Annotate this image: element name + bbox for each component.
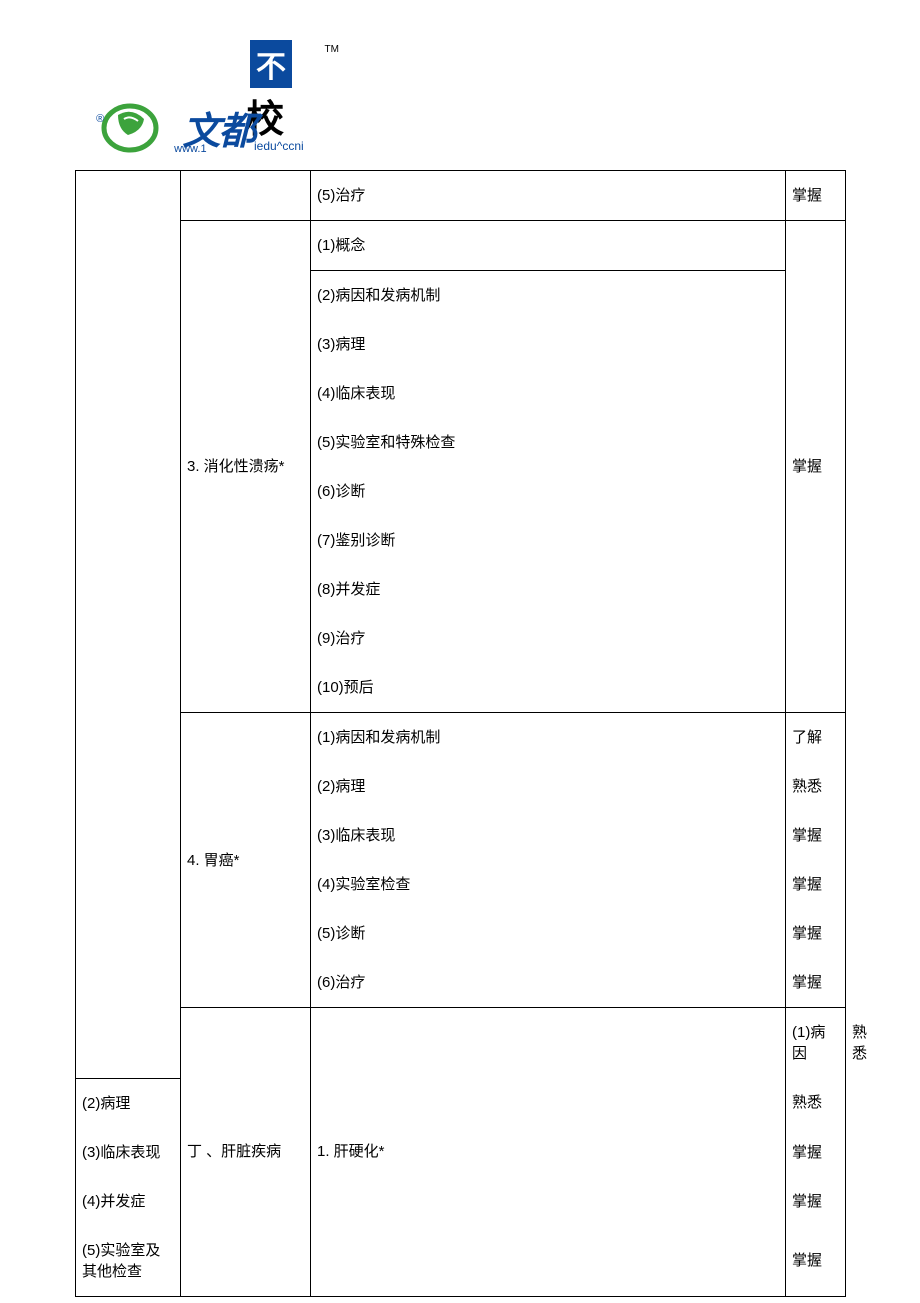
cell-detail: (5)诊断: [311, 909, 786, 958]
cell-topic: [181, 171, 311, 221]
page: 不校 TM iedu^ccni ® 文都 www.1: [0, 10, 920, 1297]
cell-detail: (4)并发症: [76, 1177, 181, 1226]
cell-level: 了解: [786, 713, 846, 763]
table-row: (5)治疗 掌握: [76, 171, 846, 221]
cell-level: 熟悉: [786, 1078, 846, 1128]
table-row: 丁 、肝脏疾病 1. 肝硬化* (1)病因 熟悉: [76, 1008, 846, 1079]
cell-detail: (3)临床表现: [76, 1128, 181, 1177]
cell-detail: (3)病理: [311, 320, 786, 369]
cell-detail: (2)病理: [311, 762, 786, 811]
cell-detail: (4)实验室检查: [311, 860, 786, 909]
cell-level: 熟悉: [786, 762, 846, 811]
cell-detail: (1)病因: [786, 1008, 846, 1079]
cell-topic: 1. 肝硬化*: [311, 1008, 786, 1297]
table-row: 4. 胃癌* (1)病因和发病机制 了解: [76, 713, 846, 763]
cell-level: 掌握: [786, 171, 846, 221]
cell-detail: (5)实验室及其他检查: [76, 1226, 181, 1297]
logo-area: 不校 TM iedu^ccni ® 文都 www.1: [0, 10, 920, 170]
leaf-icon: [100, 101, 160, 155]
cell-detail: (1)概念: [311, 221, 786, 271]
cell-detail: (5)实验室和特殊检查: [311, 418, 786, 467]
cell-section: [76, 171, 181, 1079]
cell-detail: (7)鉴别诊断: [311, 516, 786, 565]
cell-detail: (4)临床表现: [311, 369, 786, 418]
cell-detail: (10)预后: [311, 663, 786, 713]
cell-detail: (9)治疗: [311, 614, 786, 663]
cell-level: 掌握: [786, 909, 846, 958]
table-row: 3. 消化性溃疡* (1)概念 掌握: [76, 221, 846, 271]
logo-wangxiao: 不校 TM iedu^ccni: [250, 40, 325, 100]
logo-wendu: ® 文都 www.1: [100, 100, 254, 155]
logo-wendu-text: ® 文都 www.1: [170, 100, 254, 155]
logo-sub-text: iedu^ccni: [254, 139, 325, 153]
cell-topic: 4. 胃癌*: [181, 713, 311, 1008]
cell-level: 掌握: [786, 221, 846, 713]
cell-level: 掌握: [786, 1226, 846, 1297]
cell-detail: (2)病理: [76, 1078, 181, 1128]
syllabus-table: (5)治疗 掌握 3. 消化性溃疡* (1)概念 掌握 (2)病因和发病机制 (…: [75, 170, 846, 1297]
cell-detail: (1)病因和发病机制: [311, 713, 786, 763]
cell-level: 掌握: [786, 958, 846, 1008]
cell-detail: (2)病因和发病机制: [311, 271, 786, 321]
cell-detail: (5)治疗: [311, 171, 786, 221]
cell-level: 掌握: [786, 811, 846, 860]
cell-level: 掌握: [786, 1177, 846, 1226]
cell-section: 丁 、肝脏疾病: [181, 1008, 311, 1297]
cell-level: 掌握: [786, 1128, 846, 1177]
cell-level: 掌握: [786, 860, 846, 909]
logo-tm: TM: [325, 44, 339, 55]
logo-r-mark: ®: [96, 113, 104, 125]
logo-char-bu: 不: [250, 40, 292, 88]
cell-detail: (6)治疗: [311, 958, 786, 1008]
cell-detail: (6)诊断: [311, 467, 786, 516]
cell-topic: 3. 消化性溃疡*: [181, 221, 311, 713]
cell-detail: (3)临床表现: [311, 811, 786, 860]
cell-detail: (8)并发症: [311, 565, 786, 614]
